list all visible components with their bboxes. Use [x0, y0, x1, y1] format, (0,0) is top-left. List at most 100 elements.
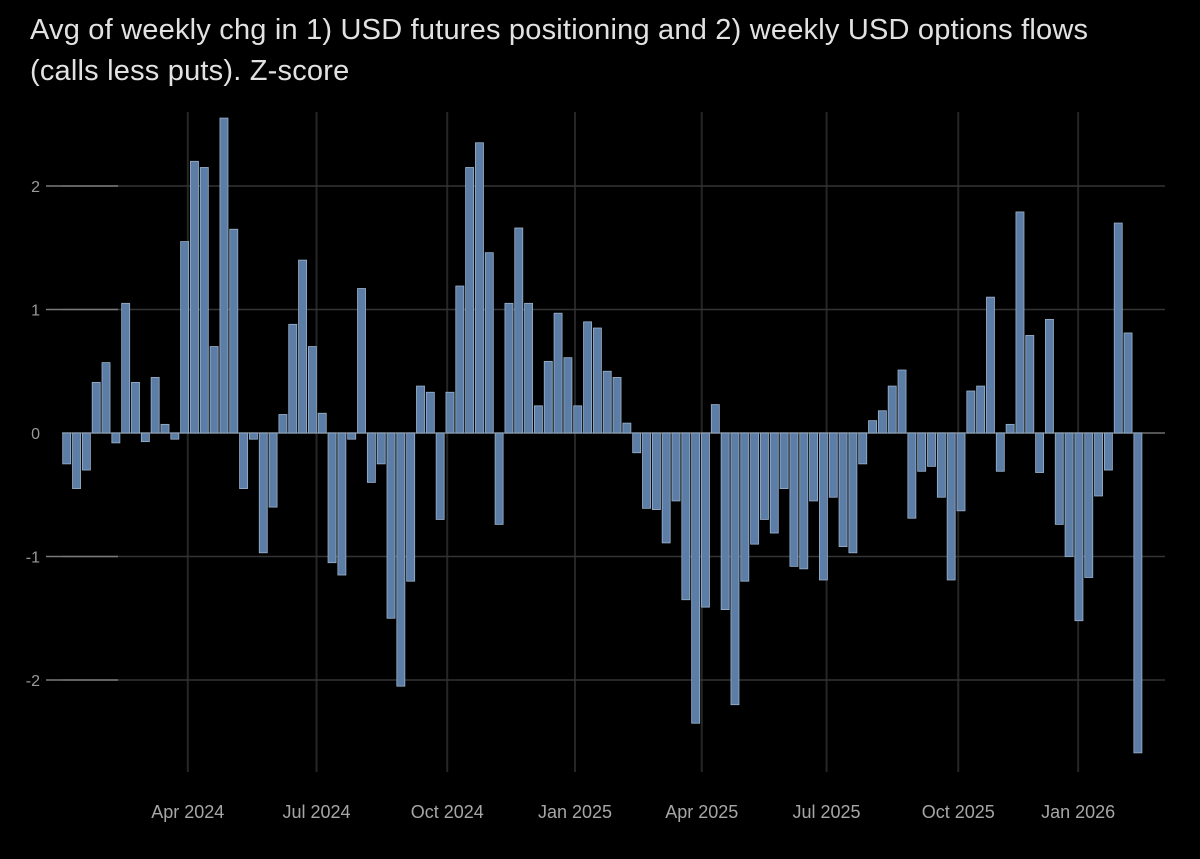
bar	[553, 312, 563, 434]
bar	[435, 432, 445, 520]
bar	[671, 432, 681, 502]
bar	[868, 420, 877, 434]
x-axis-label: Jan 2026	[1041, 802, 1115, 822]
bar	[828, 432, 838, 498]
bar	[956, 432, 966, 512]
bar	[543, 360, 553, 434]
bar	[504, 302, 514, 434]
bar	[317, 412, 327, 434]
bar	[366, 432, 376, 483]
bar	[632, 432, 642, 454]
bar	[170, 432, 180, 440]
bar	[651, 432, 661, 510]
bar	[769, 432, 779, 534]
x-axis-label: Jan 2025	[538, 802, 612, 822]
bar	[337, 432, 347, 576]
bar	[622, 422, 632, 434]
bar	[229, 228, 239, 434]
bar	[917, 432, 927, 472]
bar	[249, 432, 258, 440]
bar	[140, 432, 150, 443]
chart-title-line2: (calls less puts). Z-score	[30, 55, 350, 88]
bar	[563, 357, 573, 434]
bar	[101, 362, 111, 434]
y-axis-label: 0	[31, 426, 40, 443]
bar	[927, 432, 936, 467]
y-axis-label: -2	[26, 673, 40, 690]
chart-title-line1: Avg of weekly chg in 1) USD futures posi…	[30, 14, 1089, 46]
chart-title: Avg of weekly chg in 1) USD futures posi…	[30, 10, 1180, 92]
bar	[91, 381, 101, 434]
bar	[307, 346, 317, 434]
bar	[534, 405, 543, 434]
bar	[779, 432, 789, 489]
bar	[258, 432, 268, 554]
x-axis-label: Apr 2024	[151, 802, 224, 822]
bar	[72, 432, 81, 489]
bar	[995, 432, 1005, 472]
bar	[357, 288, 366, 434]
bar	[1054, 432, 1064, 525]
bar	[1123, 332, 1133, 434]
bar	[701, 432, 710, 608]
bar	[681, 432, 691, 601]
bar	[809, 432, 819, 502]
x-axis-label: Jul 2024	[282, 802, 350, 822]
bar	[612, 377, 622, 434]
bar	[1045, 318, 1054, 434]
bar	[838, 432, 848, 548]
bar	[877, 410, 887, 434]
bar	[445, 391, 455, 434]
bar	[819, 432, 828, 581]
bar	[190, 160, 199, 434]
bar	[602, 370, 612, 434]
bar	[986, 296, 995, 434]
bar	[789, 432, 799, 567]
bar	[1133, 432, 1143, 754]
bar	[976, 385, 986, 434]
bar	[710, 404, 720, 434]
bar	[514, 227, 524, 434]
bar	[298, 259, 307, 434]
bar	[592, 327, 602, 434]
bar	[327, 432, 337, 564]
bar	[907, 432, 917, 519]
x-axis-label: Oct 2025	[922, 802, 995, 822]
bar	[524, 302, 534, 434]
bar	[278, 414, 288, 434]
bar	[1035, 432, 1045, 473]
bar	[288, 323, 298, 434]
bar	[573, 405, 583, 434]
bar	[1025, 335, 1035, 434]
bar	[1113, 222, 1123, 434]
y-axis-label: -1	[26, 550, 40, 567]
bar	[376, 432, 386, 465]
bar	[199, 167, 209, 434]
bar	[81, 432, 91, 471]
bar	[425, 391, 435, 434]
bar	[661, 432, 671, 544]
bar	[465, 167, 475, 434]
bar	[209, 346, 219, 434]
bar	[691, 432, 701, 724]
bar	[1103, 432, 1113, 471]
bar	[1074, 432, 1084, 622]
bar	[936, 432, 946, 498]
bar	[1005, 423, 1015, 434]
bar	[131, 381, 140, 434]
bar	[484, 252, 494, 434]
bar	[583, 321, 592, 434]
bar	[347, 432, 357, 440]
x-axis-label: Jul 2025	[793, 802, 861, 822]
bar	[750, 432, 760, 545]
bar	[897, 369, 907, 434]
bar	[494, 432, 504, 525]
bar	[966, 390, 976, 434]
bar	[858, 432, 868, 465]
bar	[799, 432, 809, 570]
bar	[121, 302, 131, 434]
bar	[455, 285, 465, 434]
bar	[268, 432, 278, 508]
